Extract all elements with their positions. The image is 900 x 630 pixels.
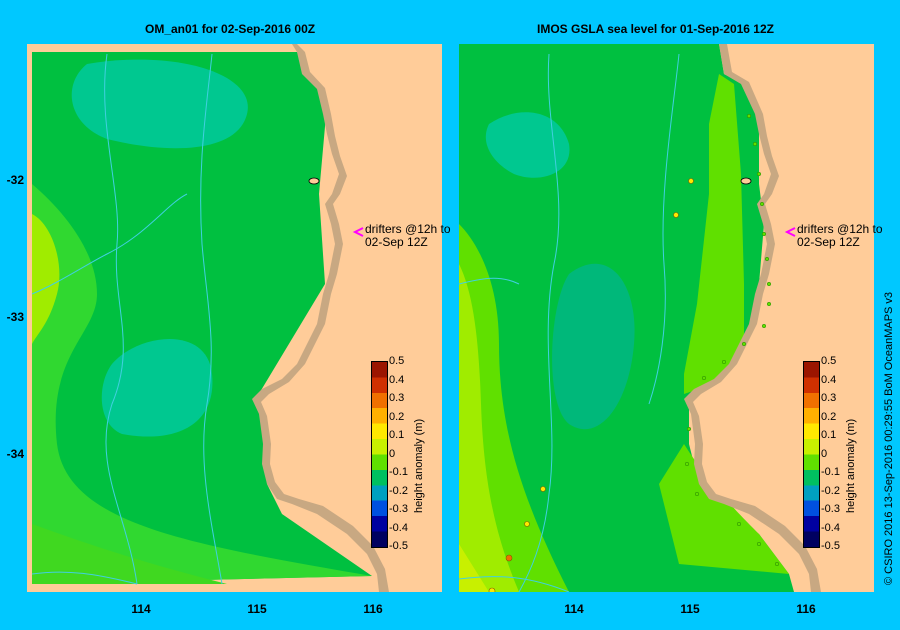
x-tick-left-115: 115 (247, 602, 267, 616)
drifter-point (540, 486, 546, 492)
colorbar-tick-label: -0.1 (389, 466, 408, 478)
colorbar-tick-label: -0.1 (821, 466, 840, 478)
contour-line-2 (648, 53, 680, 405)
south-band (659, 444, 789, 574)
x-tick-right-116: 116 (796, 602, 816, 616)
contour-line-4 (31, 571, 138, 585)
drifter-note-line2: 02-Sep 12Z (365, 235, 428, 249)
right-map-svg (459, 44, 874, 592)
land-right (693, 44, 874, 592)
left-colorbar-title: height anomaly (m) (413, 418, 425, 513)
rottnest-island (308, 177, 320, 185)
contour-line-1 (104, 53, 138, 585)
x-tick-right-114: 114 (564, 602, 584, 616)
left-panel-title: OM_an01 for 02-Sep-2016 00Z (145, 22, 316, 36)
drifter-point (673, 212, 679, 218)
contour-line-3 (459, 277, 520, 285)
drifter-point (505, 554, 513, 562)
drifter-point (488, 587, 496, 592)
y-tick-left-34: -34 (6, 447, 24, 461)
anomaly-band-south (32, 524, 227, 584)
colorbar-tick-label: 0.4 (389, 373, 405, 386)
colorbar-tick-label: 0 (389, 447, 396, 460)
colorbar-tick-label: -0.5 (821, 540, 840, 552)
drifter-arrow (784, 227, 796, 237)
colorbar-tick-label: 0 (821, 447, 828, 460)
right-colorbar (803, 361, 820, 548)
colorbar-tick-label: 0.5 (389, 355, 405, 367)
x-tick-left-114: 114 (131, 602, 151, 616)
y-tick-left-32: -32 (6, 173, 24, 187)
eddy-south (101, 339, 213, 437)
anomaly-band-brighter (32, 214, 60, 344)
colorbar-tick-label: -0.3 (389, 503, 408, 515)
drifter-points (488, 178, 694, 592)
credit-text: © CSIRO 2016 13-Sep-2016 00:29:55 BoM Oc… (883, 291, 895, 585)
drifter-note-line1: drifters @12h to (365, 222, 451, 236)
rottnest-island (740, 177, 752, 185)
left-map-panel (27, 44, 442, 592)
colorbar-tick-label: 0.2 (821, 410, 837, 423)
band-west-bright (459, 264, 519, 592)
colorbar-tick-label: 0.5 (821, 355, 837, 367)
land-left (261, 44, 442, 592)
colorbar-tick-label: 0.3 (389, 392, 405, 404)
coastal-drifter-track (684, 113, 780, 567)
colorbar-tick-label: -0.4 (389, 521, 408, 534)
colorbar-tick-label: 0.3 (821, 392, 837, 404)
eddy-north (485, 112, 570, 178)
colorbar-tick-label: -0.2 (389, 484, 408, 497)
right-colorbar-title: height anomaly (m) (845, 418, 857, 513)
colorbar-tick-label: 0.2 (389, 410, 405, 423)
contour-line-4 (459, 576, 570, 592)
contour-line-2 (200, 53, 223, 585)
y-tick-left-33: -33 (6, 310, 24, 324)
x-tick-left-116: 116 (363, 602, 383, 616)
ocean-base (32, 52, 372, 584)
left-drifter-note: drifters @12h to 02-Sep 12Z (365, 223, 451, 249)
colorbar-tick-label: 0.1 (821, 429, 837, 441)
band-west-yellow (459, 544, 489, 592)
colorbar-tick-label: -0.4 (821, 521, 840, 534)
right-map-panel (459, 44, 874, 592)
drifter-note-line2: 02-Sep 12Z (797, 235, 860, 249)
right-drifter-note: drifters @12h to 02-Sep 12Z (797, 223, 883, 249)
colorbar-tick-label: 0.1 (389, 429, 405, 441)
contour-line-1 (518, 53, 560, 592)
left-colorbar (371, 361, 388, 548)
shelf-band (684, 74, 744, 394)
contour-line-3 (31, 193, 188, 295)
drifter-arrow (352, 227, 364, 237)
eddy-south (552, 263, 635, 430)
left-map-svg (31, 44, 442, 592)
right-panel-title: IMOS GSLA sea level for 01-Sep-2016 12Z (537, 22, 774, 36)
colorbar-tick-label: -0.2 (821, 484, 840, 497)
colorbar-tick-label: -0.5 (389, 540, 408, 552)
x-tick-right-115: 115 (680, 602, 700, 616)
drifter-point (524, 521, 530, 527)
colorbar-tick-label: -0.3 (821, 503, 840, 515)
colorbar-tick-label: 0.4 (821, 373, 837, 386)
drifter-note-line1: drifters @12h to (797, 222, 883, 236)
drifter-point (688, 178, 694, 184)
